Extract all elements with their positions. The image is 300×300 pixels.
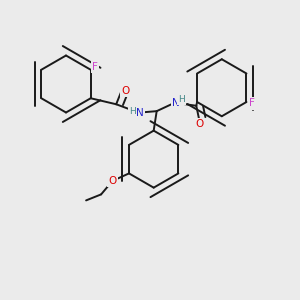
- Text: F: F: [92, 62, 98, 72]
- Text: O: O: [195, 119, 203, 129]
- Text: H: H: [178, 95, 185, 104]
- Text: O: O: [121, 86, 129, 96]
- Text: O: O: [108, 176, 117, 186]
- Text: H: H: [129, 106, 136, 116]
- Text: N: N: [172, 98, 180, 108]
- Text: F: F: [249, 98, 255, 109]
- Text: N: N: [136, 108, 144, 118]
